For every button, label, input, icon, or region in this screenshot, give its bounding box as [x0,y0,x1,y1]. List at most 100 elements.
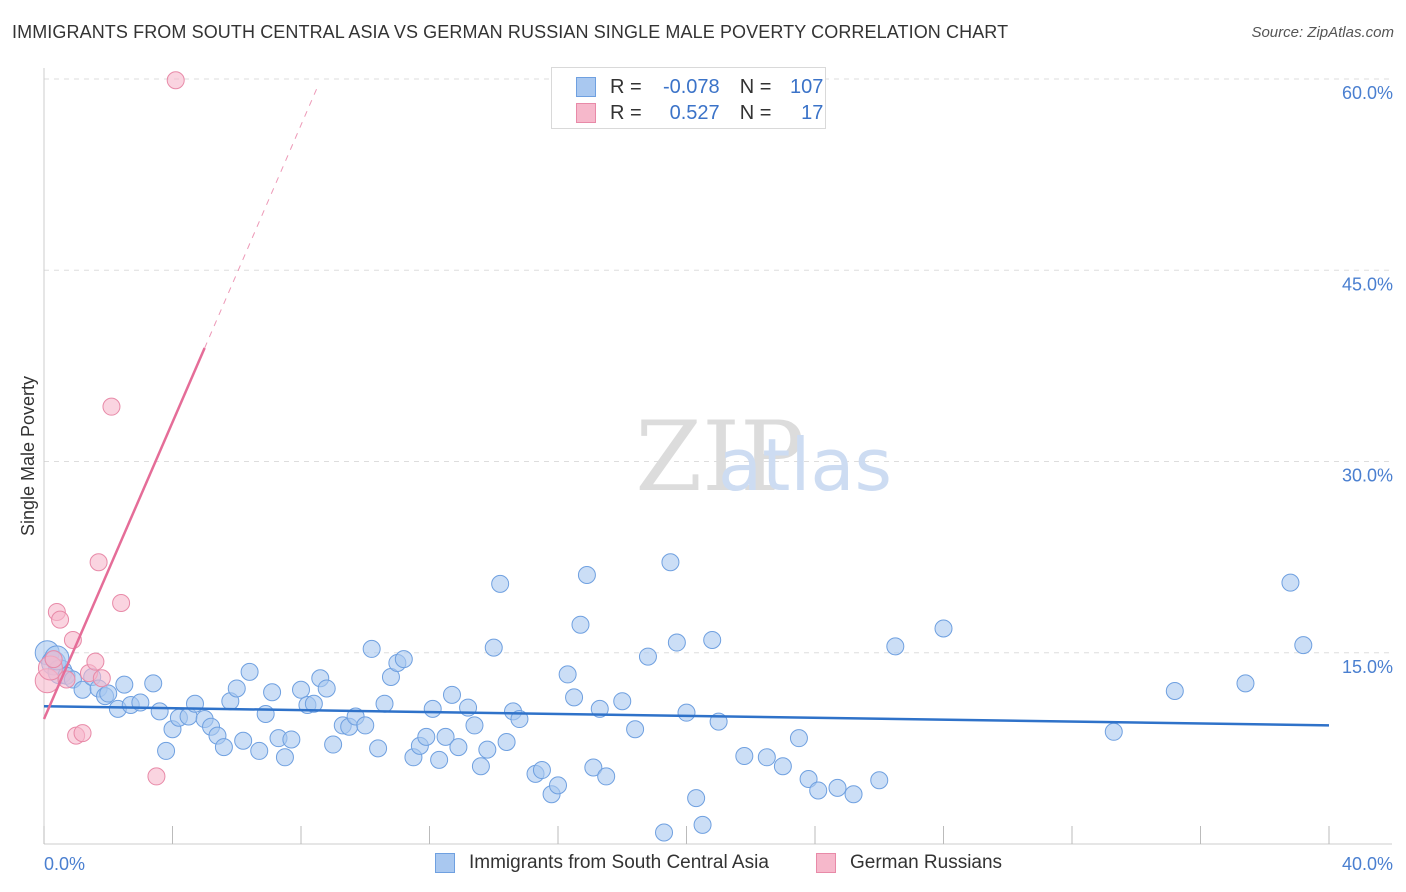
legend-r-label: R = [610,75,642,98]
point-immigrants [256,704,275,723]
point-immigrants [292,680,310,699]
point-immigrants [478,740,497,759]
source-label: Source: ZipAtlas.com [1251,24,1394,41]
legend-swatch-german-russians [576,103,596,123]
point-german-russians [89,553,108,572]
point-immigrants [626,720,645,739]
tick-labels: 15.0% 30.0% 45.0% 60.0% 0.0% 40.0% [44,83,1393,874]
point-immigrants [571,615,590,634]
point-immigrants [757,748,776,767]
bottom-legend-swatch-german-russians [816,853,836,873]
point-immigrants [263,683,282,702]
point-immigrants [234,731,253,750]
point-immigrants [584,758,603,777]
point-immigrants [423,699,442,718]
bottom-legend-label-german-russians: German Russians [850,852,1003,873]
point-immigrants [484,638,503,657]
point-german-russians [147,767,166,786]
point-immigrants [115,675,134,694]
point-immigrants [1294,636,1313,655]
point-immigrants [597,767,616,786]
point-immigrants [809,781,828,800]
point-immigrants [436,727,455,746]
point-immigrants [789,729,808,748]
legend-r-value: 0.527 [669,101,720,124]
correlation-legend: R = -0.078 N = 107 R = 0.527 N = 17 [551,67,826,129]
point-immigrants [667,633,686,652]
point-immigrants [497,733,516,751]
point-immigrants [214,738,233,757]
chart-title: IMMIGRANTS FROM SOUTH CENTRAL ASIA VS GE… [12,22,1009,42]
point-immigrants [828,778,847,797]
point-immigrants [934,619,953,638]
y-tick-label: 30.0% [1342,466,1393,486]
point-german-russians [73,724,92,743]
bottom-legend-label-immigrants: Immigrants from South Central Asia [469,852,769,873]
watermark-atlas: atlas [718,423,892,507]
point-immigrants [638,647,657,666]
point-immigrants [275,748,294,767]
point-immigrants [590,699,609,718]
point-immigrants [532,761,551,780]
series-immigrants-points [34,553,1313,842]
point-immigrants [282,730,301,749]
point-immigrants [324,735,343,754]
point-immigrants [735,747,754,766]
point-immigrants [661,553,680,572]
point-immigrants [549,776,567,795]
legend-n-value: 107 [790,75,824,98]
legend-swatch-immigrants [576,77,596,97]
trend-line-immigrants [43,705,1330,727]
point-immigrants [227,679,246,698]
trend-line-german-russians [42,347,206,720]
point-immigrants [773,757,792,776]
point-immigrants [1281,573,1300,592]
point-immigrants [304,694,323,713]
point-immigrants [369,739,388,758]
point-german-russians [92,669,111,688]
point-immigrants [491,574,510,593]
point-immigrants [442,685,461,704]
bottom-legend-immigrants: Immigrants from South Central Asia [435,852,769,874]
point-immigrants [1165,682,1184,700]
axes [43,68,1392,845]
bottom-legend-swatch-immigrants [435,853,455,873]
bottom-legend-german-russians: German Russians [816,852,1002,874]
point-immigrants [799,769,818,788]
point-immigrants [693,815,712,834]
point-immigrants [510,710,529,729]
point-immigrants [703,631,722,649]
point-immigrants [430,750,449,769]
legend-n-value: 17 [801,101,824,124]
gridlines [44,78,1392,654]
point-immigrants [99,684,118,703]
trend-line-german-russians-extension [204,87,318,349]
point-immigrants [250,741,269,760]
series-german-russians-points [34,71,185,786]
point-immigrants [375,694,394,713]
point-immigrants [240,662,259,681]
point-immigrants [394,650,413,669]
point-immigrants [613,692,632,711]
y-tick-label: 15.0% [1342,657,1393,677]
point-immigrants [844,785,863,804]
point-immigrants [417,727,436,746]
point-immigrants [362,639,381,658]
point-immigrants [565,688,584,707]
point-german-russians [51,610,70,629]
point-immigrants [471,757,490,776]
point-immigrants [1236,674,1255,693]
point-immigrants [150,702,169,721]
point-german-russians [102,397,121,416]
point-immigrants [870,771,889,790]
point-immigrants [577,565,596,584]
y-tick-label: 45.0% [1342,274,1393,294]
y-tick-label: 60.0% [1342,83,1393,103]
legend-row-immigrants: R = -0.078 N = 107 [576,75,823,99]
point-immigrants [1104,722,1123,741]
point-immigrants [449,738,468,757]
legend-row-german-russians: R = 0.527 N = 17 [576,101,823,125]
legend-n-label: N = [739,75,772,98]
trend-lines [42,87,1330,727]
